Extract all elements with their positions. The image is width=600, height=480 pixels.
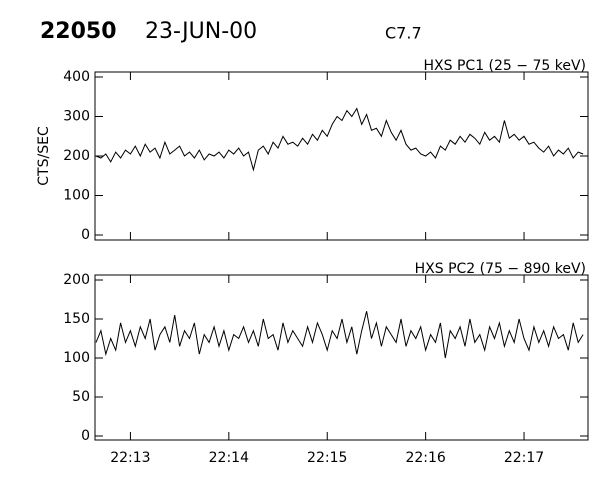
y-tick-label: 200 bbox=[63, 148, 90, 164]
y-tick-label: 100 bbox=[63, 350, 90, 366]
x-tick-label: 22:15 bbox=[307, 450, 347, 466]
y-tick-label: 50 bbox=[72, 389, 90, 405]
data-line bbox=[95, 107, 584, 172]
y-tick-label: 0 bbox=[81, 428, 90, 444]
y-tick-label: 400 bbox=[63, 69, 90, 85]
y-tick-label: 200 bbox=[63, 272, 90, 288]
x-tick-label: 22:13 bbox=[110, 450, 150, 466]
panel-title: HXS PC2 (75 − 890 keV) bbox=[415, 261, 586, 277]
data-line bbox=[95, 311, 584, 359]
flare-class: C7.7 bbox=[385, 24, 422, 43]
x-tick-label: 22:17 bbox=[504, 450, 544, 466]
y-axis-label: CTS/SEC bbox=[36, 126, 52, 186]
event-date: 23-JUN-00 bbox=[145, 19, 257, 44]
y-tick-label: 300 bbox=[63, 109, 90, 125]
y-tick-label: 100 bbox=[63, 188, 90, 204]
panel-title: HXS PC1 (25 − 75 keV) bbox=[424, 58, 586, 74]
y-tick-label: 150 bbox=[63, 311, 90, 327]
y-tick-label: 0 bbox=[81, 227, 90, 243]
event-id: 22050 bbox=[40, 19, 117, 44]
x-tick-label: 22:14 bbox=[209, 450, 249, 466]
x-tick-label: 22:16 bbox=[405, 450, 445, 466]
